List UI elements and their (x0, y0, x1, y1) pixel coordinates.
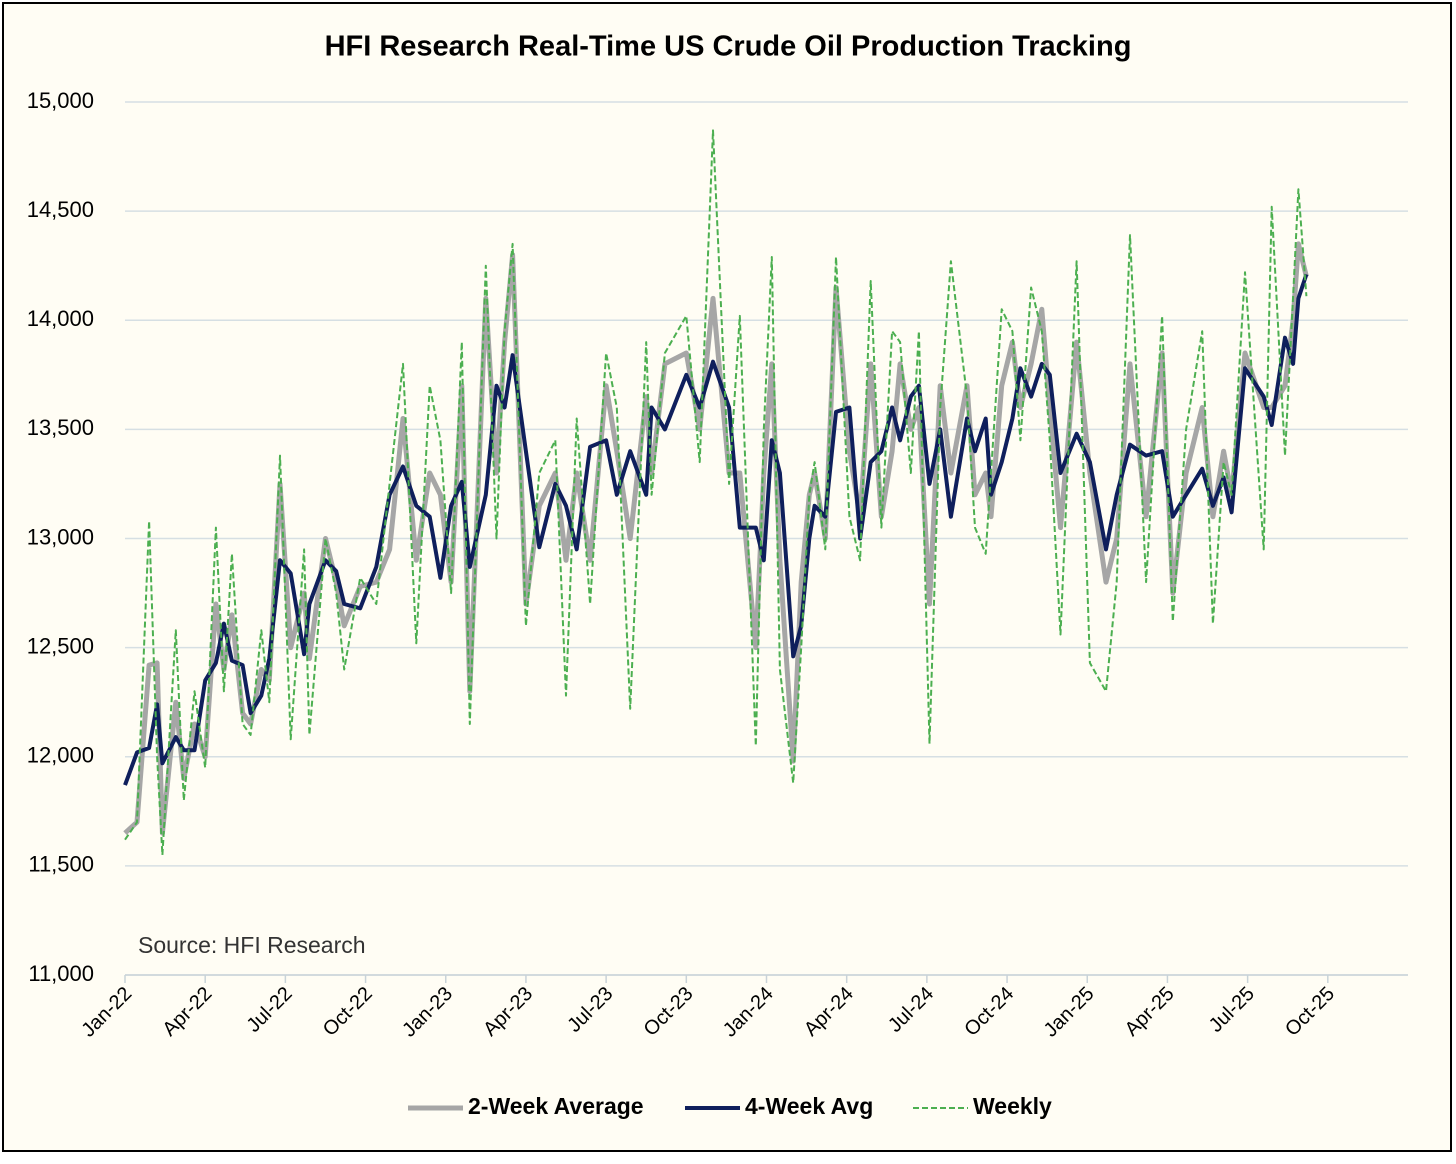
series-line (124, 129, 1308, 856)
y-tick-label: 12,500 (27, 633, 94, 658)
legend-label: 4-Week Avg (745, 1093, 873, 1119)
y-tick-label: 13,000 (27, 524, 94, 549)
legend-label: Weekly (973, 1093, 1052, 1119)
y-tick-label: 13,500 (27, 415, 94, 440)
y-tick-label: 15,000 (27, 88, 94, 113)
y-tick-label: 14,500 (27, 197, 94, 222)
legend-label: 2-Week Average (468, 1093, 644, 1119)
y-tick-label: 11,500 (28, 852, 94, 877)
y-tick-label: 11,000 (28, 961, 94, 986)
chart-title: HFI Research Real-Time US Crude Oil Prod… (325, 31, 1132, 63)
y-tick-label: 12,000 (27, 743, 94, 768)
source-note: Source: HFI Research (138, 932, 366, 958)
y-tick-label: 14,000 (27, 306, 94, 331)
series-line (123, 273, 1309, 786)
